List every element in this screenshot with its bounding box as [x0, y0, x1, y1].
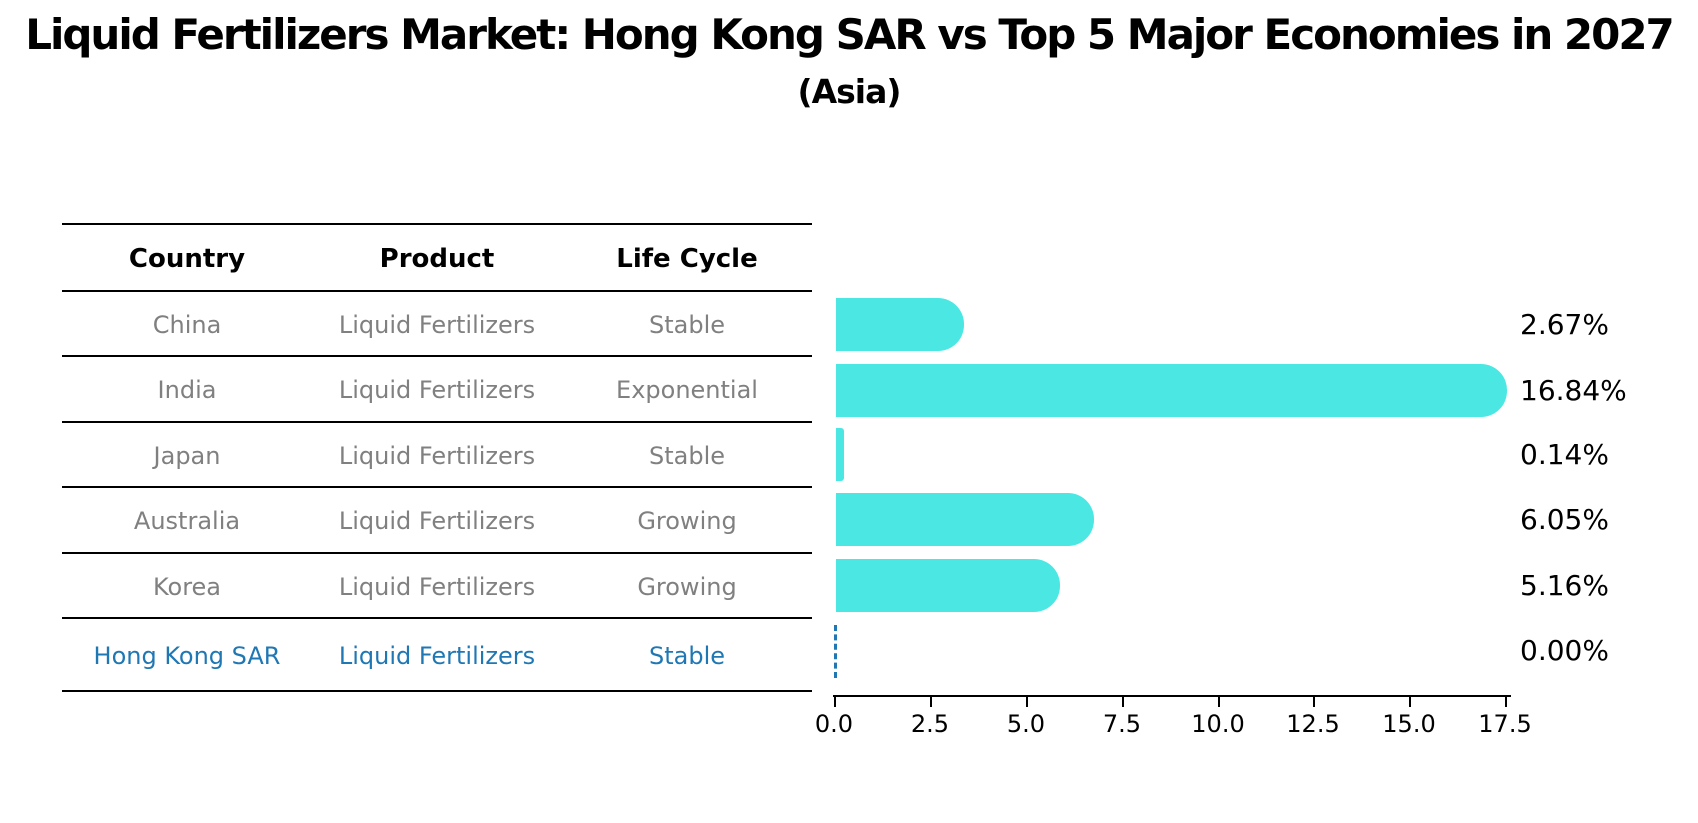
cell-life-cycle: Exponential — [616, 376, 758, 404]
x-axis-tick-label: 12.5 — [1286, 710, 1340, 738]
bar-japan — [836, 427, 844, 481]
cell-product: Liquid Fertilizers — [338, 376, 536, 404]
cell-life-cycle: Growing — [637, 572, 737, 601]
value-label-australia: 6.05% — [1520, 503, 1609, 536]
table-bottom-rule — [62, 690, 812, 692]
x-axis-tick — [1313, 697, 1315, 707]
chart-subtitle: (Asia) — [797, 72, 902, 111]
cell-life-cycle: Stable — [648, 441, 726, 470]
chart-title: Liquid Fertilizers Market: Hong Kong SAR… — [25, 10, 1675, 59]
x-axis-tick — [834, 697, 836, 707]
table-row-japan: Japan Liquid Fertilizers Stable — [62, 421, 812, 488]
cell-country: India — [157, 376, 217, 404]
cell-country: Australia — [133, 507, 241, 535]
header-country: Country — [128, 243, 246, 274]
x-axis-tick — [930, 697, 932, 707]
table-row-india: India Liquid Fertilizers Exponential — [62, 355, 812, 423]
table-row-china: China Liquid Fertilizers Stable — [62, 290, 812, 357]
cell-life-cycle: Growing — [637, 507, 737, 535]
x-axis-tick-label: 7.5 — [1102, 710, 1142, 738]
cell-product: Liquid Fertilizers — [338, 572, 536, 601]
cell-country: Hong Kong SAR — [93, 641, 281, 670]
bar-korea — [836, 558, 1060, 612]
cell-life-cycle: Stable — [648, 641, 726, 670]
x-axis-tick — [1122, 697, 1124, 707]
cell-country: Korea — [152, 572, 222, 601]
x-axis-tick — [1409, 697, 1411, 707]
bar-australia — [836, 493, 1094, 546]
value-label-korea: 5.16% — [1520, 568, 1609, 602]
x-axis-tick-label: 5.0 — [1006, 710, 1046, 738]
cell-product: Liquid Fertilizers — [338, 507, 536, 535]
table-row-australia: Australia Liquid Fertilizers Growing — [62, 486, 812, 554]
x-axis-tick — [1218, 697, 1220, 707]
x-axis-tick-label: 15.0 — [1382, 710, 1436, 738]
bar-china — [836, 297, 965, 351]
cell-product: Liquid Fertilizers — [338, 641, 536, 670]
x-axis-line — [833, 695, 1511, 697]
value-label-china: 2.67% — [1520, 307, 1609, 341]
value-label-india: 16.84% — [1520, 374, 1627, 407]
cell-country: Japan — [153, 441, 221, 470]
cell-product: Liquid Fertilizers — [338, 310, 536, 339]
value-label-hong-kong-sar: 0.00% — [1520, 634, 1609, 667]
header-product: Product — [379, 243, 495, 274]
zero-value-dashed-marker — [834, 625, 837, 678]
x-axis-tick — [1026, 697, 1028, 707]
x-axis-tick-label: 2.5 — [910, 710, 950, 738]
table-header-row: Country Product Life Cycle — [62, 223, 812, 292]
x-axis-tick-label: 0.0 — [814, 710, 854, 738]
value-label-japan: 0.14% — [1520, 437, 1609, 471]
table-row-hong-kong-sar: Hong Kong SAR Liquid Fertilizers Stable — [62, 617, 812, 692]
header-life-cycle: Life Cycle — [616, 243, 758, 274]
cell-product: Liquid Fertilizers — [338, 441, 536, 470]
cell-country: China — [152, 310, 222, 339]
cell-life-cycle: Stable — [648, 310, 726, 339]
table-row-korea: Korea Liquid Fertilizers Growing — [62, 552, 812, 619]
bar-india — [836, 364, 1507, 417]
x-axis-tick-label: 10.0 — [1191, 710, 1245, 738]
x-axis-tick — [1505, 697, 1507, 707]
x-axis-tick-label: 17.5 — [1478, 710, 1532, 738]
